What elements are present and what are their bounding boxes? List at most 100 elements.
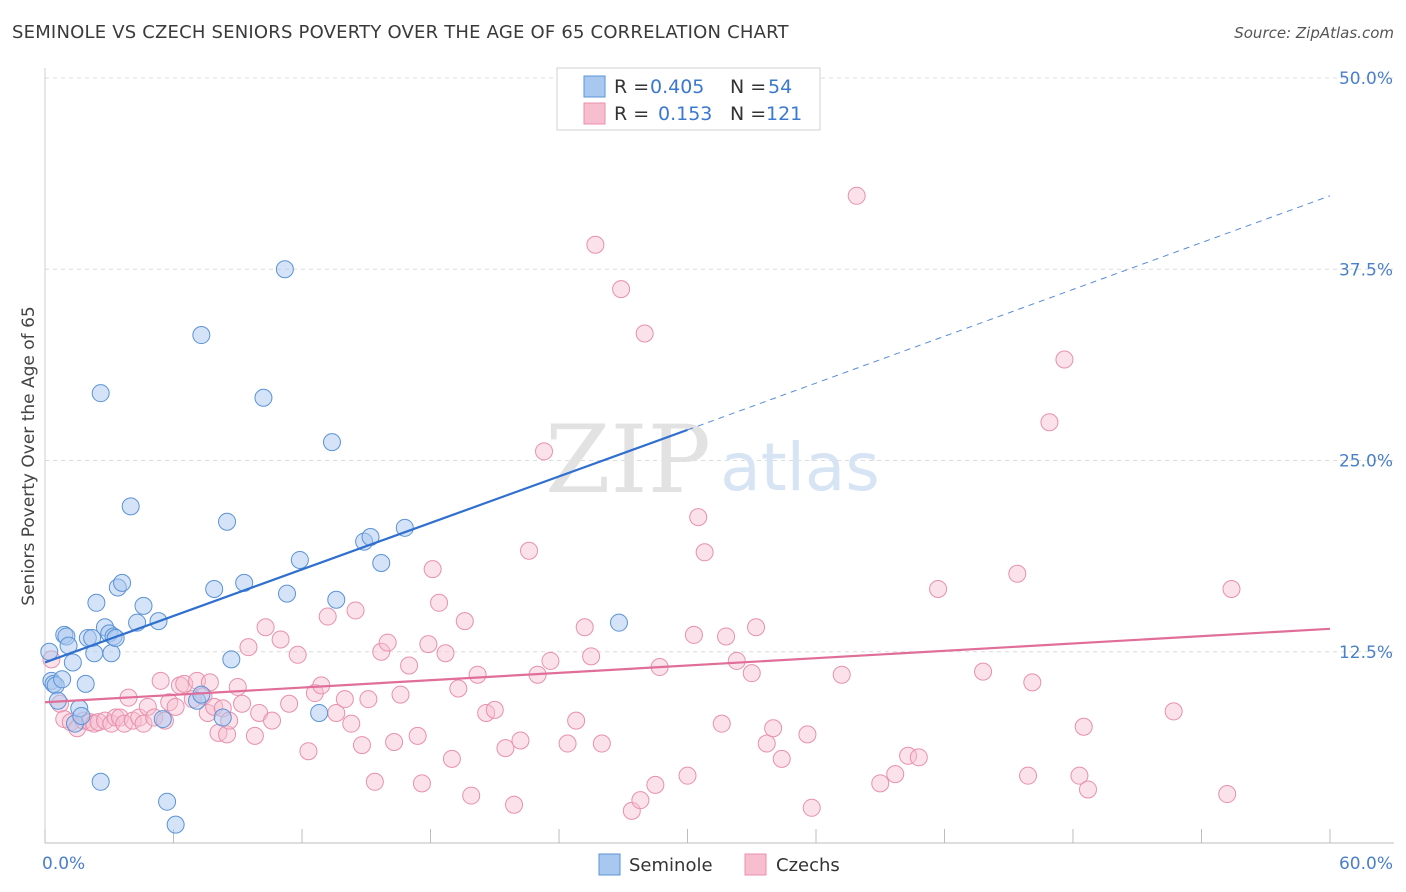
czechs-point-74 (485, 700, 504, 719)
czechs-point-69 (449, 679, 468, 698)
legend-r-label-1: R = (614, 76, 649, 98)
czechs-point-118 (1023, 673, 1042, 692)
czechs-point-96 (689, 508, 708, 527)
legend-r-value-1: 0.405 (650, 76, 704, 98)
czechs-point-34 (218, 725, 237, 744)
czechs-point-18 (138, 697, 157, 716)
czechs-point-61 (400, 656, 419, 675)
czechs-point-120 (1055, 350, 1074, 369)
czechs-point-70 (455, 612, 474, 631)
czechs-point-51 (335, 690, 354, 709)
czechs-point-87 (592, 734, 611, 753)
seminole-point-40 (222, 650, 241, 669)
seminole-point-53 (609, 613, 628, 632)
czechs-point-108 (832, 665, 851, 684)
seminole-point-36 (192, 326, 211, 345)
trend-lines (44, 195, 1331, 704)
czechs-point-23 (166, 697, 185, 716)
bottom-legend: Seminole Czechs (598, 853, 840, 876)
czechs-point-115 (974, 662, 993, 681)
seminole-point-26 (113, 573, 132, 592)
czechs-point-17 (134, 714, 153, 733)
bottom-legend-swatch-czechs (744, 853, 767, 876)
czechs-point-8 (89, 713, 108, 732)
seminole-point-45 (290, 550, 309, 569)
czechs-point-122 (1074, 717, 1093, 736)
czechs-point-39 (245, 726, 264, 745)
czechs-point-37 (233, 694, 252, 713)
czechs-point-78 (520, 541, 539, 560)
czechs-point-77 (511, 731, 530, 750)
y-axis-label: Seniors Poverty Over the Age of 65 (19, 306, 39, 605)
czechs-point-55 (359, 690, 378, 709)
czechs-point-22 (160, 693, 179, 712)
y-tick-label-2: 37.5% (1339, 260, 1393, 280)
czechs-point-45 (288, 645, 307, 664)
czechs-point-80 (535, 442, 554, 461)
seminole-point-13 (76, 674, 95, 693)
czechs-point-124 (1164, 702, 1183, 721)
czechs-point-85 (582, 647, 601, 666)
x-tick-label-1: 60.0% (1339, 854, 1393, 874)
czechs-point-119 (1040, 413, 1059, 432)
czechs-point-91 (635, 324, 654, 343)
czechs-point-30 (200, 673, 219, 692)
seminole-point-46 (310, 703, 329, 722)
seminole-point-48 (327, 590, 346, 609)
seminole-point-38 (213, 708, 232, 727)
czechs-point-53 (346, 601, 365, 620)
czechs-point-88 (612, 280, 631, 299)
czechs-point-126 (1222, 580, 1241, 599)
czechs-point-66 (430, 593, 449, 612)
legend-n-label-2: N = (730, 103, 766, 125)
czechs-point-123 (1078, 780, 1097, 799)
czechs-point-52 (342, 714, 361, 733)
czechs-point-20 (151, 671, 170, 690)
legend-swatch-seminole (583, 75, 606, 98)
seminole-point-33 (166, 815, 185, 834)
czechs-point-106 (798, 725, 817, 744)
czechs-point-43 (271, 630, 290, 649)
source-label: Source: ZipAtlas.com (1234, 24, 1394, 42)
czechs-point-98 (712, 714, 731, 733)
czechs-point-99 (717, 627, 736, 646)
czechs-point-83 (567, 711, 586, 730)
czechs-point-90 (631, 791, 650, 810)
czechs-point-63 (412, 774, 431, 793)
czechs-point-111 (886, 765, 905, 784)
czechs-point-59 (385, 733, 404, 752)
seminole-trend-line (44, 428, 688, 664)
seminole-point-31 (153, 710, 172, 729)
czechs-point-84 (575, 618, 594, 637)
czechs-point-103 (757, 734, 776, 753)
czechs-point-47 (305, 684, 324, 703)
czechs-point-49 (318, 607, 337, 626)
czechs-point-67 (436, 644, 455, 663)
bottom-legend-czechs: Czechs (776, 855, 840, 876)
czechs-point-100 (727, 651, 746, 670)
czechs-point-72 (468, 665, 487, 684)
chart-title: SEMINOLE VS CZECH SENIORS POVERTY OVER T… (12, 22, 789, 43)
legend-r-value-2: 0.153 (658, 103, 712, 125)
seminole-point-52 (395, 518, 414, 537)
seminole-point-44 (278, 584, 297, 603)
czechs-point-113 (909, 748, 928, 767)
seminole-point-12 (72, 707, 91, 726)
czechs-trend-line (44, 627, 1331, 704)
czechs-point-46 (299, 742, 318, 761)
czechs-point-42 (263, 711, 282, 730)
czechs-point-65 (423, 560, 442, 579)
watermark: ZIP atlas (545, 406, 880, 515)
czechs-point-94 (678, 766, 697, 785)
czechs-point-107 (802, 798, 821, 817)
seminole-point-37 (205, 580, 224, 599)
watermark-zip: ZIP (545, 406, 711, 515)
seminole-point-18 (91, 772, 110, 791)
y-tick-label-0: 12.5% (1339, 643, 1393, 663)
czechs-point-58 (378, 633, 397, 652)
top-legend: R = 0.405 N = 54 R = 0.153 N = 121 (556, 67, 821, 131)
legend-swatch-czechs (583, 102, 606, 125)
seminole-point-39 (218, 512, 237, 531)
czechs-point-44 (280, 694, 299, 713)
